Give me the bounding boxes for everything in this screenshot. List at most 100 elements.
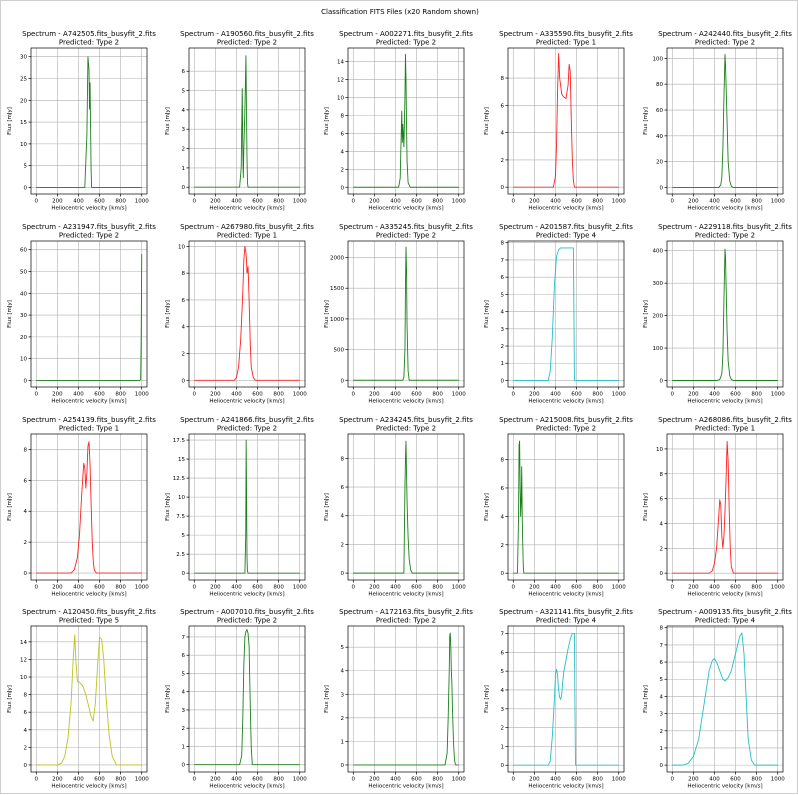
x-tick-label: 1000 [612,777,626,783]
x-tick-label: 400 [550,777,561,783]
y-tick-label: 10 [656,447,663,453]
y-tick-label: 25 [20,77,27,83]
x-tick-label: 600 [411,585,422,591]
x-tick-label: 0 [352,199,356,205]
y-tick-label: 7 [501,258,505,264]
y-tick-label: 3 [660,712,664,718]
y-tick-label: 12 [20,657,27,663]
subplot-title: Spectrum - A267980.fits_busyfit_2.fits [180,223,314,231]
y-tick-label: 2 [341,716,345,722]
spectrum-line [672,632,778,766]
x-tick-label: 800 [273,392,284,398]
y-tick-label: 6 [501,275,505,281]
x-tick-label: 800 [273,199,284,205]
y-tick-label: 100 [653,56,664,62]
x-tick-label: 400 [231,777,242,783]
y-tick-label: 0 [182,185,186,191]
x-axis-label: Heliocentric velocity [km/s] [528,206,603,212]
y-tick-label: 4 [182,108,186,114]
x-tick-label: 800 [751,777,762,783]
x-tick-label: 800 [751,585,762,591]
y-tick-label: 8 [182,271,186,277]
y-tick-label: 0 [182,763,186,769]
x-tick-label: 200 [688,199,699,205]
x-tick-label: 1000 [452,585,466,591]
x-tick-label: 600 [730,199,741,205]
y-tick-label: 2 [501,158,505,164]
x-tick-label: 200 [210,777,221,783]
y-tick-label: 0 [341,571,345,577]
x-tick-label: 800 [432,392,443,398]
x-tick-label: 800 [751,199,762,205]
subplot-title: Spectrum - A231947.fits_busyfit_2.fits [22,223,156,231]
axes-frame [188,47,306,195]
y-tick-label: 4 [660,521,664,527]
x-tick-label: 1000 [771,392,785,398]
y-tick-label: 10 [337,95,344,101]
subplot-17: Spectrum - A007010.fits_busyfit_2.fitsPr… [165,608,314,790]
y-axis-label: Flux [mJy] [484,107,490,135]
x-tick-label: 800 [592,392,603,398]
y-axis-label: Flux [mJy] [484,493,490,521]
x-axis-label: Heliocentric velocity [km/s] [51,206,126,212]
y-tick-label: 3 [341,692,345,698]
axes-frame [188,625,306,773]
x-tick-label: 0 [193,777,197,783]
x-axis-label: Heliocentric velocity [km/s] [209,592,284,598]
axes-frame [347,433,465,581]
y-tick-label: 2 [501,726,505,732]
y-tick-label: 6 [182,69,186,75]
subplot-15: Spectrum - A268086.fits_busyfit_2.fitsPr… [643,416,792,598]
x-tick-label: 200 [52,392,63,398]
y-tick-label: 2 [24,540,28,546]
y-tick-label: 5 [182,533,186,539]
subplot-11: Spectrum - A254139.fits_busyfit_2.fitsPr… [7,416,156,598]
x-axis-label: Heliocentric velocity [km/s] [687,592,762,598]
subplot-subtitle: Predicted: Type 4 [536,617,597,625]
y-tick-label: 10 [178,495,185,501]
x-tick-label: 1000 [612,392,626,398]
x-tick-label: 400 [390,199,401,205]
y-tick-label: 4 [501,131,505,137]
y-axis-label: Flux [mJy] [324,107,330,135]
x-tick-label: 0 [671,199,675,205]
y-tick-label: 2 [341,167,345,173]
x-tick-label: 400 [231,585,242,591]
y-tick-label: 5 [660,677,664,683]
x-tick-label: 800 [273,585,284,591]
spectrum-line [353,440,459,574]
y-tick-label: 2 [182,726,186,732]
spectrum-line [194,55,300,188]
x-tick-label: 200 [529,585,540,591]
y-tick-label: 200 [653,314,664,320]
x-tick-label: 800 [115,585,126,591]
y-tick-label: 8 [24,447,28,453]
y-tick-label: 6 [660,497,664,503]
x-tick-label: 0 [512,199,516,205]
x-tick-label: 1000 [612,199,626,205]
x-tick-label: 1000 [135,777,149,783]
subplot-13: Spectrum - A234245.fits_busyfit_2.fitsPr… [324,416,473,598]
y-tick-label: 2.5 [176,552,185,558]
x-tick-label: 0 [671,392,675,398]
subplot-subtitle: Predicted: Type 2 [217,39,277,47]
x-tick-label: 1000 [293,777,307,783]
y-axis-label: Flux [mJy] [643,493,649,521]
subplot-subtitle: Predicted: Type 2 [217,617,277,625]
x-tick-label: 1000 [612,585,626,591]
x-tick-label: 0 [512,585,516,591]
y-tick-label: 5 [341,645,345,651]
x-tick-label: 400 [231,392,242,398]
x-tick-label: 200 [210,392,221,398]
spectrum-line [36,56,142,188]
x-tick-label: 800 [115,199,126,205]
y-tick-label: 0 [182,571,186,577]
x-tick-label: 200 [369,777,380,783]
subplot-title: Spectrum - A229118.fits_busyfit_2.fits [658,223,792,231]
x-tick-label: 0 [35,585,39,591]
x-tick-label: 400 [550,392,561,398]
y-tick-label: 15 [178,457,185,463]
x-tick-label: 400 [709,199,720,205]
x-tick-label: 600 [252,199,263,205]
